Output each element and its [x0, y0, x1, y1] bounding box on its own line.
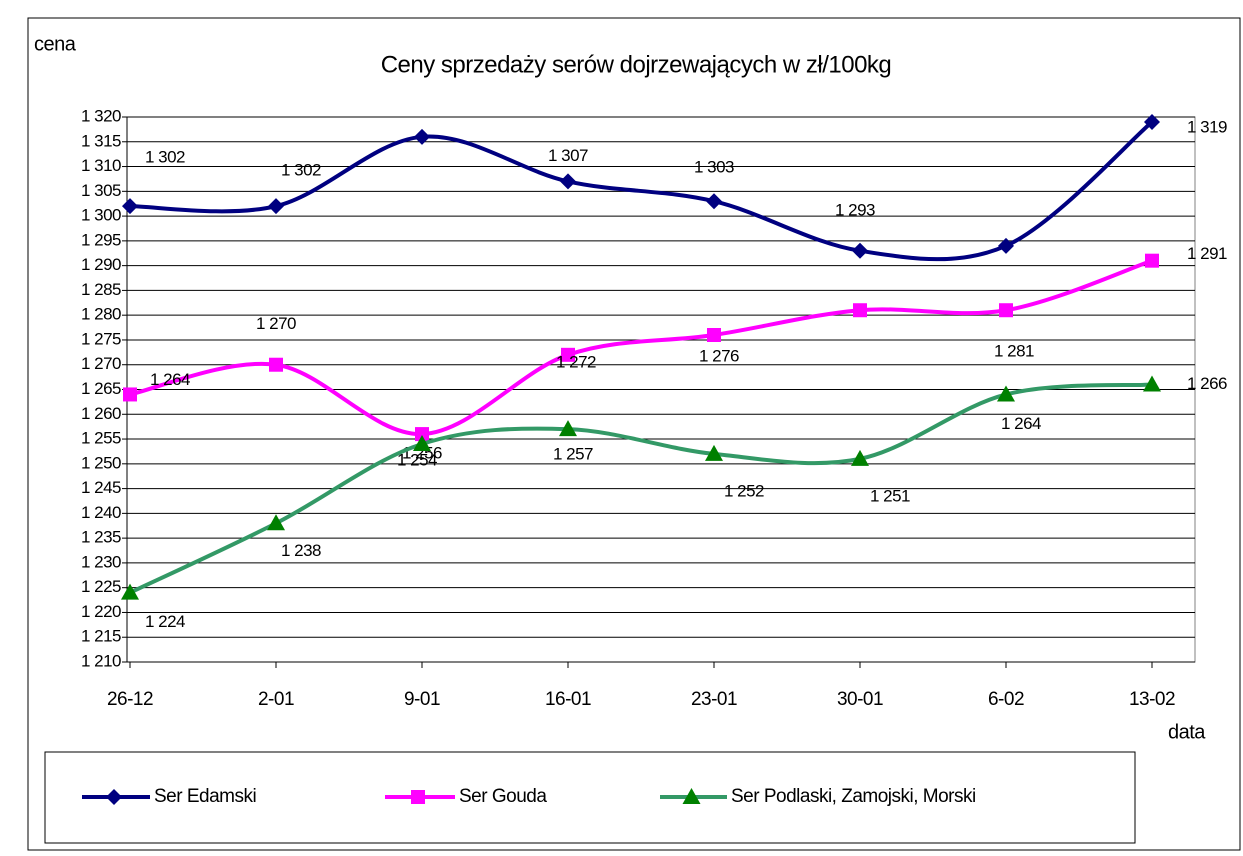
legend-label: Ser Podlaski, Zamojski, Morski	[731, 786, 976, 807]
data-point	[1144, 113, 1160, 130]
data-label: 1 293	[835, 200, 875, 219]
y-tick-label: 1 300	[81, 206, 121, 225]
y-tick-label: 1 315	[81, 131, 121, 150]
data-label: 1 254	[397, 450, 437, 469]
data-point	[561, 347, 575, 362]
y-tick-label: 1 210	[81, 651, 121, 670]
x-tick-label: 6-02	[988, 689, 1024, 710]
y-tick-label: 1 295	[81, 230, 121, 249]
y-tick-label: 1 320	[81, 106, 121, 125]
data-point	[706, 193, 722, 210]
y-tick-label: 1 260	[81, 404, 121, 423]
data-label: 1 281	[994, 342, 1034, 361]
data-label: 1 307	[548, 146, 588, 165]
data-point	[707, 328, 721, 342]
legend-marker	[411, 790, 425, 804]
data-point	[415, 427, 429, 442]
data-point	[414, 128, 430, 145]
data-point	[998, 237, 1014, 254]
data-label: 1 302	[281, 161, 321, 180]
data-point	[121, 583, 139, 600]
data-point	[268, 198, 284, 215]
y-tick-label: 1 235	[81, 528, 121, 547]
x-tick-label: 23-01	[691, 689, 737, 710]
y-tick-label: 1 225	[81, 577, 121, 596]
x-tick-label: 2-01	[258, 689, 294, 710]
data-label: 1 270	[256, 314, 296, 333]
y-axis-title: cena	[34, 33, 77, 55]
legend-label: Ser Edamski	[154, 786, 256, 807]
data-label: 1 272	[556, 352, 596, 371]
series-line	[129, 258, 1153, 437]
chart-title: Ceny sprzedaży serów dojrzewających w zł…	[381, 51, 892, 78]
data-point	[269, 357, 283, 372]
y-tick-label: 1 275	[81, 329, 121, 348]
x-axis-title: data	[1168, 721, 1206, 743]
data-label: 1 252	[724, 481, 764, 500]
y-tick-label: 1 245	[81, 478, 121, 497]
data-point	[997, 385, 1015, 402]
data-point	[267, 514, 285, 531]
data-point	[1145, 253, 1159, 268]
data-point	[122, 198, 138, 215]
x-tick-label: 26-12	[107, 689, 153, 710]
y-tick-label: 1 215	[81, 627, 121, 646]
data-label: 1 251	[870, 486, 910, 505]
y-tick-label: 1 250	[81, 453, 121, 472]
data-point	[413, 435, 431, 451]
y-tick-label: 1 305	[81, 181, 121, 200]
data-label: 1 276	[699, 346, 739, 365]
x-tick-label: 16-01	[545, 689, 591, 710]
x-tick-label: 30-01	[837, 689, 883, 710]
legend-marker	[682, 788, 701, 804]
y-tick-label: 1 290	[81, 255, 121, 274]
series-line	[129, 382, 1153, 595]
y-tick-label: 1 285	[81, 280, 121, 299]
data-label: 1 224	[145, 612, 185, 631]
data-point	[1143, 375, 1161, 392]
data-label: 1 302	[145, 148, 185, 167]
legend-label: Ser Gouda	[459, 786, 547, 807]
y-tick-label: 1 280	[81, 305, 121, 324]
legend-marker	[106, 789, 122, 805]
y-tick-label: 1 265	[81, 379, 121, 398]
data-label: 1 303	[694, 158, 734, 177]
data-point	[559, 420, 577, 437]
data-point	[705, 444, 723, 461]
y-tick-label: 1 255	[81, 429, 121, 448]
data-point	[853, 303, 867, 318]
data-label: 1 319	[1187, 117, 1227, 136]
y-tick-label: 1 310	[81, 156, 121, 175]
data-point	[560, 173, 576, 190]
data-label: 1 238	[281, 541, 321, 560]
data-label: 1 264	[1001, 414, 1041, 433]
data-label: 1 266	[1187, 374, 1227, 393]
data-point	[123, 387, 137, 402]
data-label: 1 291	[1187, 244, 1227, 263]
data-label: 1 264	[150, 370, 190, 389]
series-line	[129, 120, 1154, 262]
data-point	[851, 449, 869, 466]
data-point	[999, 303, 1013, 318]
legend-box	[44, 751, 1136, 844]
x-tick-label: 13-02	[1129, 689, 1175, 710]
x-tick-label: 9-01	[404, 689, 440, 710]
y-tick-label: 1 270	[81, 354, 121, 373]
data-point	[852, 242, 868, 259]
data-label: 1 257	[553, 445, 593, 464]
y-tick-label: 1 220	[81, 602, 121, 621]
y-tick-label: 1 240	[81, 503, 121, 522]
y-tick-label: 1 230	[81, 552, 121, 571]
